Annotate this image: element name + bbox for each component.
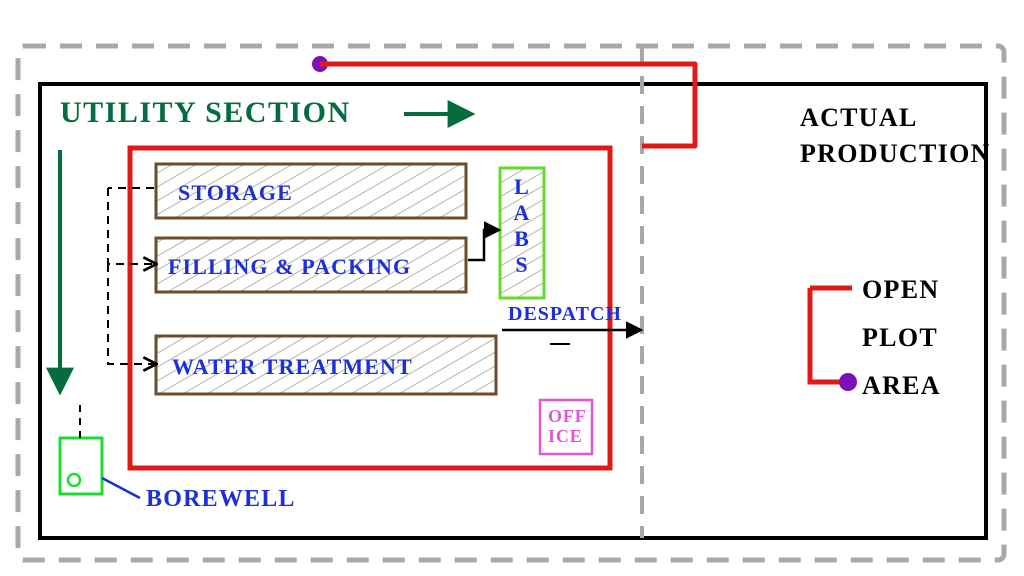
labs-label: LABS xyxy=(514,174,531,277)
utility-section-title: UTILITY SECTION xyxy=(60,96,351,129)
open-plot-legend-down xyxy=(810,288,848,382)
open-plot-label-1: OPEN xyxy=(862,275,939,304)
actual-production-label-2: PRODUCTION xyxy=(800,139,991,168)
open-plot-dot xyxy=(839,373,857,391)
office-label-1: OFF xyxy=(548,406,587,426)
water-treatment-label: WATER TREATMENT xyxy=(172,354,413,379)
borewell-hole-icon xyxy=(68,474,80,486)
open-plot-label-2: PLOT xyxy=(862,323,938,352)
borewell-box xyxy=(60,438,102,494)
filling-to-labs-arrow xyxy=(468,230,498,260)
office-label-2: ICE xyxy=(548,426,583,446)
storage-label: STORAGE xyxy=(178,180,293,205)
diagram-canvas: UTILITY SECTION STORAGE FILLING & PACKIN… xyxy=(0,0,1024,576)
filling-packing-label: FILLING & PACKING xyxy=(168,254,411,279)
borewell-label-line xyxy=(102,478,140,498)
borewell-label: BOREWELL xyxy=(146,486,296,512)
red-connector-line xyxy=(320,64,695,146)
open-plot-label-3: AREA xyxy=(862,371,941,400)
despatch-label: DESPATCH xyxy=(508,303,622,325)
actual-production-label-1: ACTUAL xyxy=(800,103,918,132)
